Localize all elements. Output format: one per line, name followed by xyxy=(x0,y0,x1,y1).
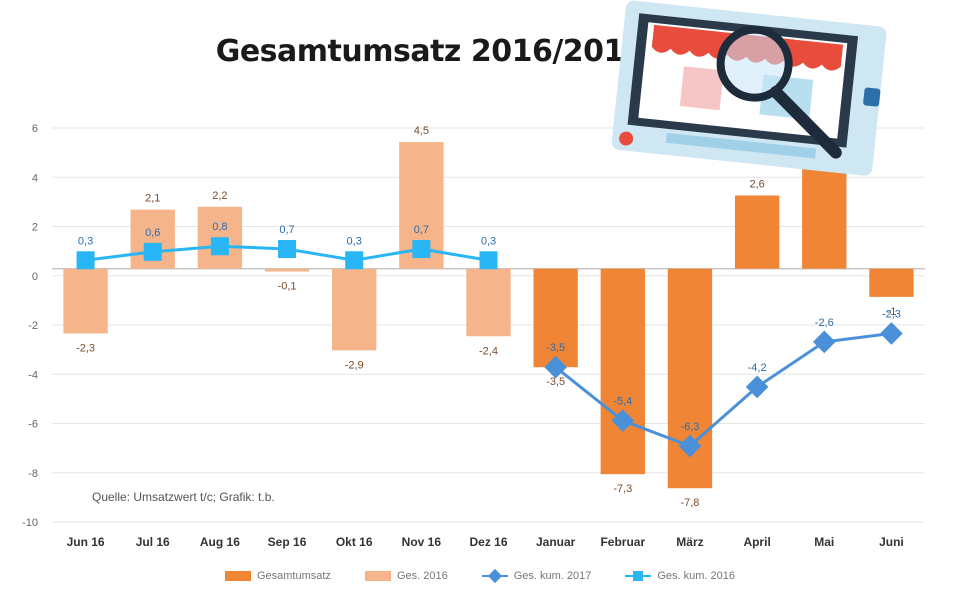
data-label: -0,1 xyxy=(278,281,297,293)
data-label: 0,3 xyxy=(78,235,93,247)
legend-item-ges-2016: Ges. 2016 xyxy=(364,570,448,582)
x-tick-label: Februar xyxy=(600,535,645,549)
x-tick-label: Sep 16 xyxy=(268,535,307,549)
series-line xyxy=(554,331,892,448)
data-label: 0,6 xyxy=(145,227,160,239)
bar xyxy=(600,268,645,475)
data-label: 0,3 xyxy=(481,235,496,247)
data-label: -3,5 xyxy=(546,376,565,388)
bar xyxy=(264,268,310,272)
data-label: -5,4 xyxy=(613,396,632,408)
data-label: 0,7 xyxy=(279,224,294,236)
legend-item-gesamtumsatz: Gesamtumsatz xyxy=(224,570,331,582)
data-label: -2,6 xyxy=(815,317,834,329)
x-tick-label: Nov 16 xyxy=(402,535,442,549)
x-tick-label: Januar xyxy=(536,535,576,549)
legend: Gesamtumsatz Ges. 2016 Ges. kum. 2017 Ge… xyxy=(0,568,960,584)
y-tick-label: -4 xyxy=(28,369,38,381)
legend-label: Ges. 2016 xyxy=(396,570,448,582)
y-tick-label: -10 xyxy=(22,517,38,529)
data-label: 2,1 xyxy=(145,193,160,205)
data-label: 2,6 xyxy=(749,179,764,191)
data-label: 0,7 xyxy=(414,224,429,236)
line-point xyxy=(278,240,297,259)
y-tick-label: 6 xyxy=(32,123,38,135)
legend-label: Ges. kum. 2017 xyxy=(513,570,592,582)
legend-item-ges-kum-2017: Ges. kum. 2017 xyxy=(481,568,592,584)
line-point xyxy=(812,330,836,354)
magnifier-handle xyxy=(769,85,842,159)
data-label: -2,4 xyxy=(479,345,498,357)
data-label: -3,5 xyxy=(546,342,565,354)
line-point xyxy=(143,242,162,261)
data-label: -2,3 xyxy=(76,342,95,354)
bar xyxy=(63,268,108,334)
legend-swatch xyxy=(481,568,508,584)
magnifier-icon xyxy=(716,25,793,102)
x-tick-label: April xyxy=(743,535,770,549)
y-tick-label: 4 xyxy=(32,172,38,184)
data-label: -2,3 xyxy=(882,308,901,320)
monitor-stand xyxy=(665,132,817,159)
data-label: 4,5 xyxy=(414,125,429,137)
source-note: Quelle: Umsatzwert t/c; Grafik: t.b. xyxy=(92,490,275,504)
line-point xyxy=(678,434,702,458)
line-point xyxy=(544,355,567,379)
x-tick-label: Juni xyxy=(879,535,904,549)
data-label: -2,9 xyxy=(345,359,364,371)
bar xyxy=(734,195,780,269)
location-pin-icon xyxy=(619,131,634,146)
x-tick-label: Dez 16 xyxy=(469,535,507,549)
line-point xyxy=(210,237,229,256)
bar xyxy=(332,268,377,351)
bar xyxy=(533,268,578,368)
data-label: 0,3 xyxy=(347,235,362,247)
y-tick-label: -8 xyxy=(28,468,38,480)
x-tick-label: Mai xyxy=(814,535,834,549)
bar xyxy=(869,268,914,297)
magnifier-shop-illustration xyxy=(611,0,887,176)
data-label: -7,8 xyxy=(680,497,699,509)
shopping-bag-icon xyxy=(863,87,881,107)
legend-swatch xyxy=(364,571,391,581)
line-point xyxy=(611,409,635,432)
line-point xyxy=(412,240,431,259)
data-label: 2,2 xyxy=(212,190,227,202)
line-point xyxy=(76,251,95,270)
data-label: -4,2 xyxy=(748,362,767,374)
line-point xyxy=(345,251,364,270)
data-label: -7,3 xyxy=(613,483,632,495)
x-tick-label: März xyxy=(676,535,703,549)
product-box xyxy=(679,66,724,111)
legend-swatch xyxy=(224,571,251,581)
y-tick-label: -6 xyxy=(28,419,38,431)
data-label: 0,8 xyxy=(212,221,227,233)
x-tick-label: Okt 16 xyxy=(336,535,373,549)
legend-label: Ges. kum. 2016 xyxy=(657,570,736,582)
legend-item-ges-kum-2016: Ges. kum. 2016 xyxy=(625,570,735,582)
bar xyxy=(466,268,511,337)
data-label: -1 xyxy=(887,306,897,318)
y-tick-label: 0 xyxy=(32,271,38,283)
data-label: -6,3 xyxy=(680,421,699,433)
chart-title: Gesamtumsatz 2016/2017 xyxy=(215,34,645,69)
x-tick-label: Jul 16 xyxy=(136,535,170,549)
x-tick-label: Aug 16 xyxy=(200,535,240,549)
y-tick-label: -2 xyxy=(28,320,38,332)
line-point xyxy=(745,375,769,399)
y-tick-label: 2 xyxy=(32,222,38,234)
legend-swatch xyxy=(625,571,652,581)
legend-label: Gesamtumsatz xyxy=(256,570,331,582)
line-point xyxy=(880,322,903,345)
line-point xyxy=(479,251,498,270)
x-tick-label: Jun 16 xyxy=(67,535,105,549)
